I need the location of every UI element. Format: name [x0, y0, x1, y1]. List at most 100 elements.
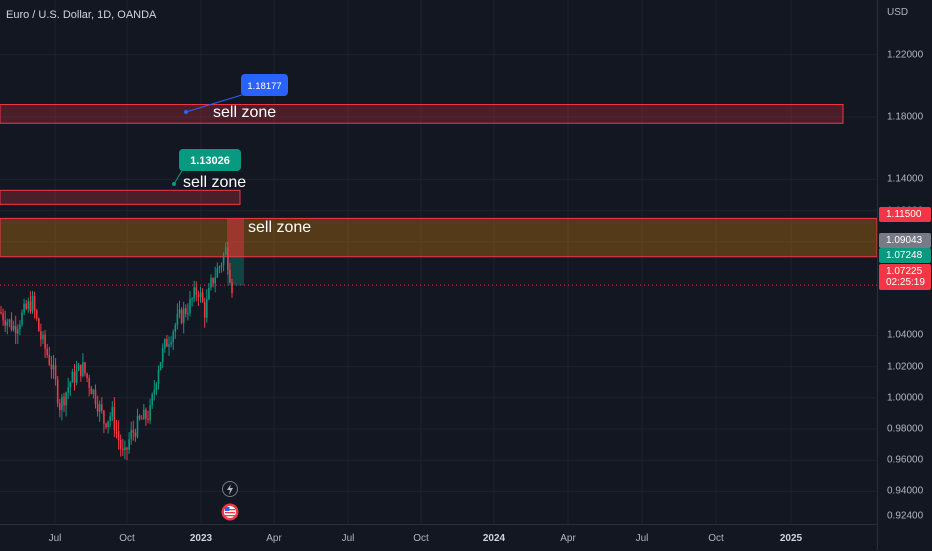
price-axis[interactable]: USD 1.220001.180001.140001.120001.100001…	[877, 0, 932, 550]
candle-body	[82, 362, 84, 376]
candle-body	[109, 416, 111, 421]
callout-leader	[185, 93, 246, 113]
candle-body	[8, 319, 11, 322]
price-tick-label: 1.14000	[887, 173, 924, 185]
flag-canton	[225, 507, 230, 511]
candle-body	[113, 406, 116, 430]
time-tick-label: Oct	[708, 533, 724, 544]
candle-body	[224, 247, 227, 255]
candle-body	[17, 329, 19, 334]
candle-body	[187, 313, 189, 315]
candle-body	[40, 331, 42, 340]
candle-body	[182, 308, 185, 323]
candle-body	[191, 298, 193, 300]
candle-body	[35, 310, 38, 319]
candle-body	[52, 365, 55, 370]
candle-body	[67, 387, 69, 393]
candle-body	[195, 287, 198, 295]
candle-body	[0, 312, 2, 314]
candle-body	[6, 321, 9, 326]
callout-text: 1.18177	[247, 81, 281, 92]
candle-body	[203, 301, 206, 318]
candle-body	[216, 268, 219, 278]
price-tag: 1.11500	[879, 207, 931, 222]
candle-body	[227, 247, 229, 270]
candle-body	[122, 448, 124, 451]
candle-body	[38, 318, 40, 332]
price-tick-label: 1.18000	[887, 111, 924, 123]
candle-body	[170, 342, 172, 345]
candle-body	[75, 370, 78, 383]
candle-body	[54, 365, 57, 380]
candle-body	[115, 429, 118, 431]
time-tick-label: Oct	[413, 533, 429, 544]
candle-body	[27, 301, 30, 309]
candle-body	[132, 430, 135, 433]
candle-body	[33, 296, 36, 311]
candle-body	[231, 282, 233, 294]
candle-body	[21, 312, 23, 325]
candle-body	[31, 296, 34, 312]
candle-body	[218, 267, 221, 269]
candle-body	[71, 371, 74, 383]
candle-body	[208, 287, 210, 300]
price-tag-value: 1.07225	[886, 266, 923, 277]
candle-body	[149, 405, 151, 420]
currency-label: USD	[887, 7, 909, 18]
callout-leader	[173, 168, 184, 185]
candle-body	[185, 308, 187, 314]
sell-zone-box	[0, 189, 241, 205]
candle-body	[42, 334, 44, 340]
callouts: 1.18177 1.13026	[172, 74, 288, 186]
flag-stripe	[225, 512, 235, 514]
time-tick-label: Jul	[635, 533, 649, 544]
time-axis[interactable]: Jul Oct 2023 Apr Jul Oct 2024 Apr Jul Oct 2025	[0, 524, 877, 551]
candle-body	[145, 409, 147, 419]
bar-countdown: 02:25:19	[886, 277, 925, 288]
flag-stripe	[225, 509, 235, 511]
candle-body	[90, 387, 93, 395]
candle-body	[107, 420, 109, 428]
candle-body	[86, 373, 88, 379]
candle-body	[180, 309, 183, 323]
price-tick-label: 1.02000	[887, 361, 924, 373]
candle-body	[73, 371, 76, 383]
candle-body	[161, 348, 164, 363]
sell-zone-box	[0, 104, 844, 124]
candle-body	[2, 313, 4, 321]
time-tick-label: 2025	[779, 533, 803, 544]
position-box-reward	[227, 256, 244, 286]
sell-zone-label: sell zone	[213, 104, 276, 121]
candle-body	[193, 287, 195, 299]
time-tick-label: Jul	[341, 533, 355, 544]
candle-body	[140, 418, 143, 420]
candle-body	[56, 379, 59, 404]
candle-body	[10, 319, 13, 330]
candle-body	[59, 403, 61, 410]
candle-body	[157, 369, 160, 384]
time-tick-label: 2024	[482, 533, 506, 544]
candle-body	[50, 364, 53, 370]
candle-body	[176, 313, 179, 326]
candle-body	[48, 355, 51, 365]
candle-body	[19, 324, 21, 330]
candle-body	[124, 447, 126, 451]
zones: sell zone sell zone sell zone	[0, 104, 878, 258]
candle-body	[214, 277, 216, 284]
candle-body	[61, 396, 63, 410]
price-tick-label: 0.92400	[887, 510, 924, 522]
position-box-risk	[227, 218, 244, 257]
sell-zone-box	[0, 217, 878, 258]
candle-body	[92, 389, 95, 395]
candle-body	[105, 423, 107, 428]
price-tag: 1.09043	[879, 233, 931, 248]
candle-body	[201, 292, 204, 302]
candle-body	[199, 292, 202, 297]
candle-body	[103, 410, 105, 424]
callout-anchor	[184, 110, 188, 114]
candle-body	[197, 294, 200, 297]
price-tick-label: 1.04000	[887, 329, 924, 341]
candle-body	[128, 439, 130, 450]
callout-box	[179, 149, 241, 171]
